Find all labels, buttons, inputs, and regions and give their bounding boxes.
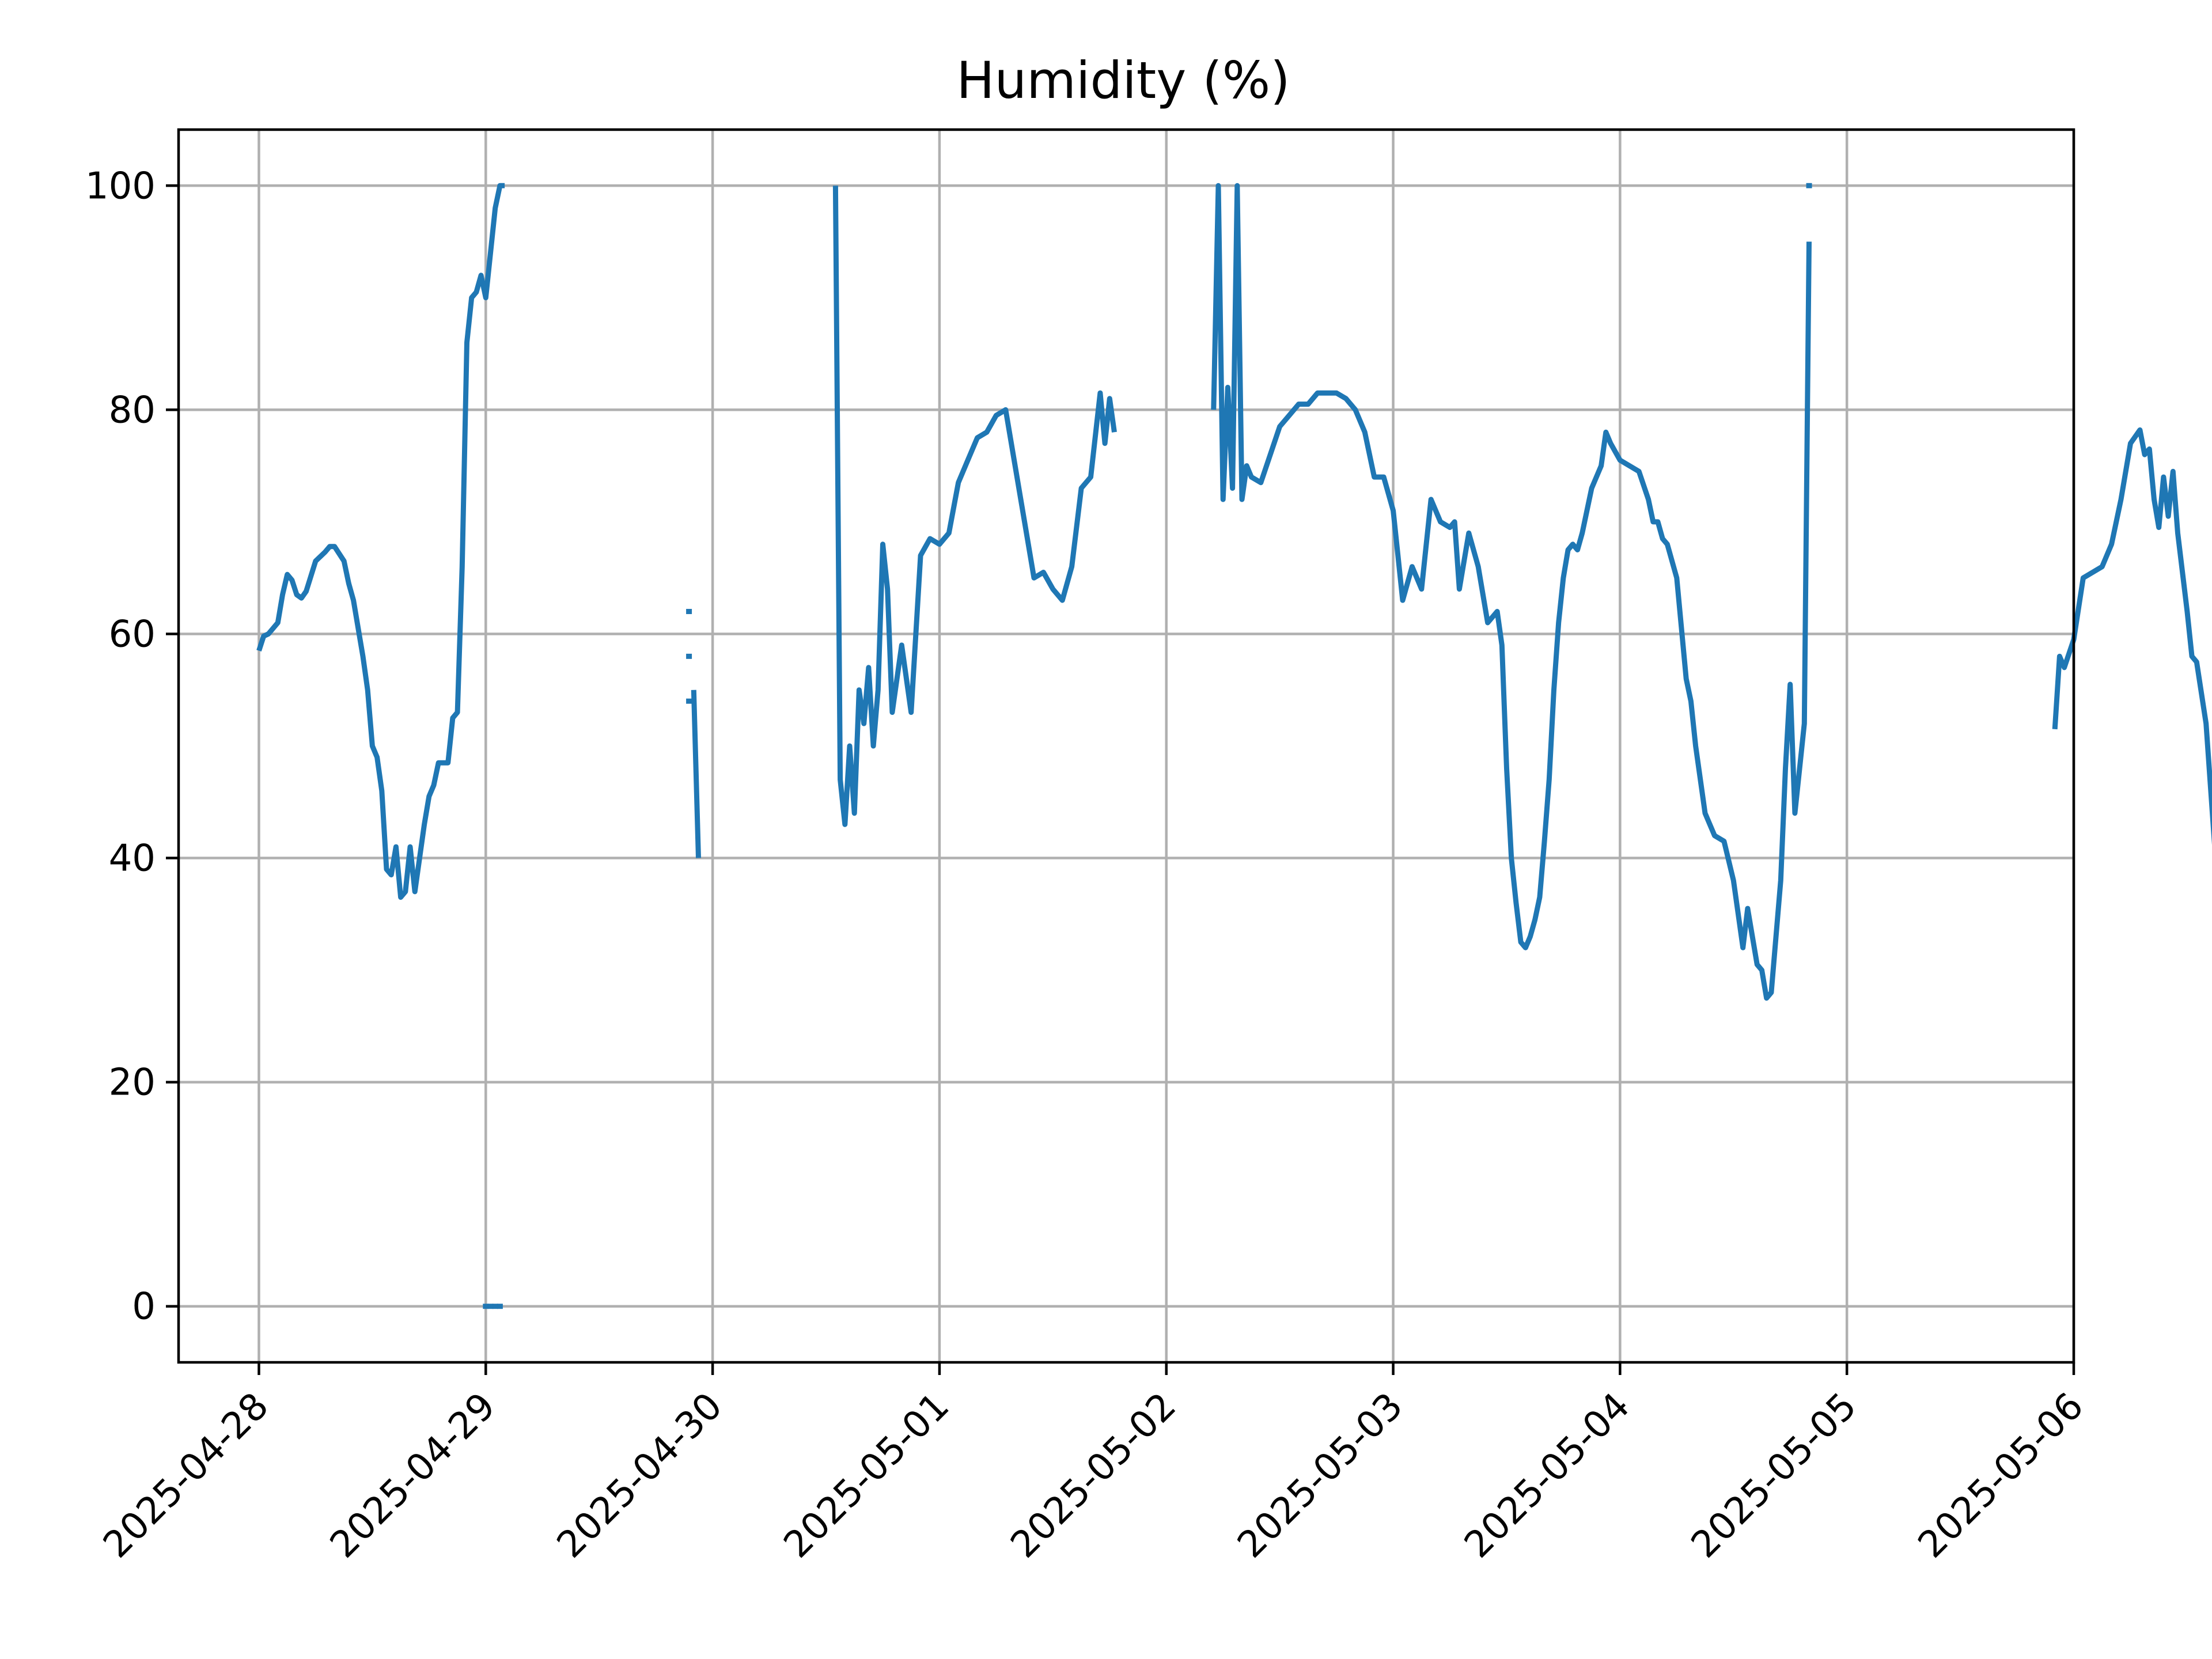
humidity-line-segment bbox=[832, 185, 1117, 827]
chart-title: Humidity (%) bbox=[956, 51, 1290, 110]
y-tick-label: 100 bbox=[85, 165, 156, 207]
y-tick-label: 20 bbox=[109, 1062, 156, 1104]
y-tick-label: 60 bbox=[109, 613, 156, 656]
humidity-line-segment bbox=[1211, 183, 1812, 1001]
humidity-line-segment bbox=[691, 690, 701, 858]
y-tick-label: 40 bbox=[109, 838, 156, 880]
y-tick-label: 80 bbox=[109, 389, 156, 431]
humidity-line-segment bbox=[256, 183, 505, 900]
grid-layer bbox=[179, 130, 2075, 1362]
series-layer bbox=[256, 183, 2212, 1309]
plot-area-frame bbox=[177, 128, 2075, 1364]
humidity-line-segment bbox=[2052, 427, 2212, 845]
y-tick-label: 0 bbox=[132, 1286, 156, 1328]
